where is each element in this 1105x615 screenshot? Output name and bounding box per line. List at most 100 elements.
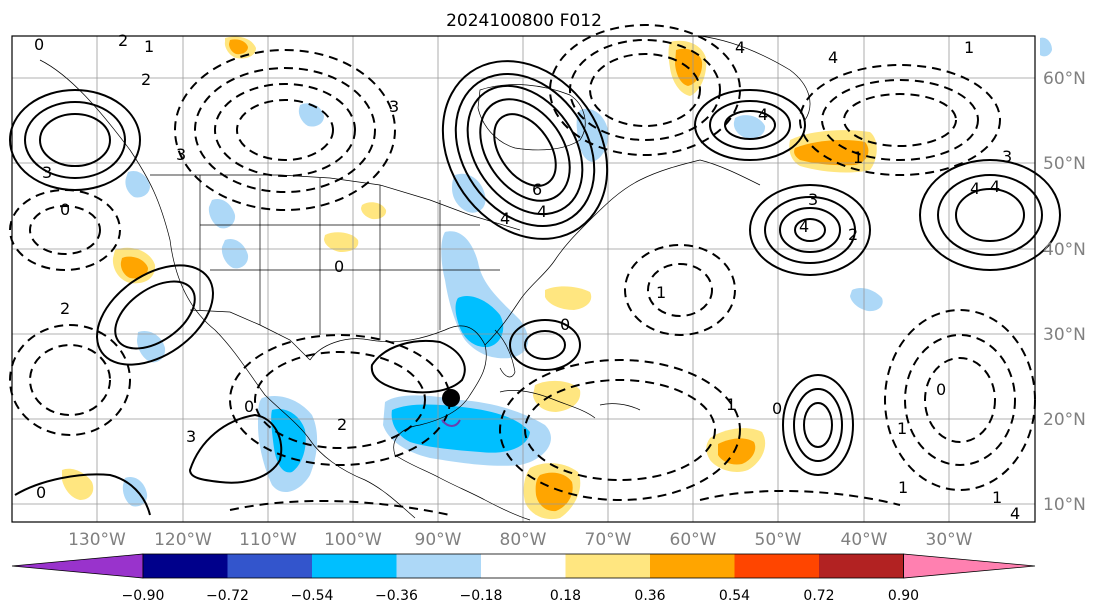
- orange-baja-region: [120, 256, 148, 279]
- lon-tick-label: 70°W: [585, 530, 632, 550]
- orange-tropical-atlantic-region: [718, 438, 756, 465]
- contour-label: 4: [758, 105, 768, 124]
- contour-high-labrador-1: [694, 89, 806, 161]
- contour-label: 3: [389, 97, 399, 116]
- contour-high-gulfalaska-2: [24, 101, 126, 179]
- orange-us-north-region: [229, 39, 248, 55]
- contour-low-caribbean-1: [499, 359, 741, 501]
- contour-label: 4: [970, 179, 980, 198]
- light-blue-great-lakes-region: [452, 173, 486, 213]
- lat-tick-label: 10°N: [1043, 495, 1086, 515]
- light-blue-plains-region-2: [221, 238, 249, 269]
- contour-label: 1: [144, 37, 154, 56]
- central-america-coastline: [394, 454, 531, 521]
- contour-label: 0: [772, 399, 782, 418]
- contour-label: 1: [853, 148, 863, 167]
- contour-high-labrador-2: [709, 100, 791, 150]
- contour-label: 2: [141, 70, 151, 89]
- contour-label: 4: [537, 202, 547, 221]
- contour-low-westcoast-2: [29, 205, 101, 255]
- contour-label: 3: [1002, 147, 1012, 166]
- contour-label: 4: [500, 209, 510, 228]
- lat-tick-label: 40°N: [1043, 240, 1086, 260]
- contour-label: 0: [560, 315, 570, 334]
- contour-low-atlantic-mid-2: [647, 263, 713, 317]
- lat-tick-label: 50°N: [1043, 154, 1086, 174]
- contour-high-atlantic-4: [794, 218, 826, 242]
- contour-low-rockies-3: [214, 83, 356, 177]
- greenland-coastline: [699, 35, 811, 121]
- light-blue-nw-region: [125, 170, 150, 198]
- map-panel: 0 2 1 2 6 4 3 4 0 2 4 1 4 3 2 4 0 4 1 0 …: [9, 24, 1061, 523]
- contour-dashed-tropical: [699, 489, 901, 506]
- contour-high-pacific-2: [114, 280, 196, 350]
- contour-label: 1: [726, 395, 736, 414]
- colorbar-tick-label: 0.90: [888, 588, 919, 604]
- contour-label: 0: [334, 257, 344, 276]
- contour-label: 1: [898, 478, 908, 497]
- contour-zero-pacific: [14, 473, 151, 516]
- longitude-axis: 130°W 120°W 110°W 100°W 90°W 80°W 70°W 6…: [68, 530, 973, 550]
- lat-tick-label: 30°N: [1043, 325, 1086, 345]
- contour-label: 1: [656, 283, 666, 302]
- contour-low-caribbean-2: [524, 379, 716, 481]
- contour-label: 1: [964, 38, 974, 57]
- contour-low-atlantic-1: [799, 64, 1001, 176]
- lon-tick-label: 40°W: [841, 530, 888, 550]
- light-blue-labrador-region: [733, 115, 766, 139]
- east-coastline: [484, 159, 761, 346]
- contour-high-east-1: [919, 159, 1061, 271]
- contour-label: 3: [42, 163, 52, 182]
- cuba-coastline: [499, 390, 596, 419]
- colorbar-segment-max: [903, 553, 1036, 579]
- contour-low-east-sub-3: [924, 357, 996, 443]
- contour-high-subtropic-1: [782, 374, 854, 476]
- colorbar-tick-label: −0.90: [122, 588, 165, 604]
- light-blue-canada-region: [298, 103, 324, 127]
- colorbar-segment: [734, 554, 819, 578]
- contour-high-atlantic-2: [764, 196, 856, 264]
- contour-high-hudson-3: [466, 84, 584, 216]
- light-blue-east-atlantic-region: [850, 287, 883, 312]
- contour-low-greenland-2: [569, 39, 721, 141]
- lat-tick-label: 20°N: [1043, 410, 1086, 430]
- colorbar-segment: [227, 554, 312, 578]
- contour-high-east-2: [937, 174, 1043, 256]
- contour-label: 0: [34, 35, 44, 54]
- contour-low-east-sub-2: [904, 334, 1016, 466]
- colorbar-tick-label: 0.18: [550, 588, 581, 604]
- storm-center-swirl: [441, 419, 461, 427]
- lon-tick-label: 50°W: [755, 530, 802, 550]
- contour-labels: 0 2 1 2 6 4 3 4 0 2 4 1 4 3 2 4 0 4 1 0 …: [34, 31, 1020, 523]
- contour-label: 2: [337, 415, 347, 434]
- contour-label: 3: [176, 145, 186, 164]
- contour-low-rockies-1: [174, 49, 396, 211]
- contour-label: 0: [936, 380, 946, 399]
- contour-low-atlantic-3: [843, 93, 957, 147]
- contour-low-greenland-1: [549, 24, 741, 156]
- latitude-axis: 60°N 50°N 40°N 30°N 20°N 10°N: [1043, 69, 1086, 515]
- contour-low-atlantic-2: [821, 79, 979, 161]
- colorbar-tick-label: 0.36: [634, 588, 665, 604]
- contour-high-east-3: [955, 188, 1025, 242]
- contour-label: 3: [808, 190, 818, 209]
- light-blue-plains-region-1: [208, 198, 236, 229]
- contour-label: 2: [848, 225, 858, 244]
- colorbar-tick-label: 0.72: [803, 588, 834, 604]
- colorbar-tick-label: −0.72: [206, 588, 249, 604]
- colorbar-frame: [142, 553, 904, 579]
- contour-high-hudson-5: [493, 113, 557, 187]
- colorbar-tick-label: −0.36: [375, 588, 418, 604]
- contour-label: 1: [992, 488, 1002, 507]
- contour-zero-mexico: [188, 413, 283, 484]
- lon-tick-label: 120°W: [154, 530, 212, 550]
- solid-contours: [9, 60, 1061, 516]
- colorbar-segment: [396, 554, 481, 578]
- contour-high-gulfalaska-1: [9, 89, 141, 191]
- colorbar-segment: [312, 554, 397, 578]
- contour-label: 3: [186, 427, 196, 446]
- contour-low-westcoast-1: [9, 189, 121, 271]
- contour-label: 4: [799, 217, 809, 236]
- contour-label: 0: [60, 200, 70, 219]
- florida-coastline: [494, 329, 516, 378]
